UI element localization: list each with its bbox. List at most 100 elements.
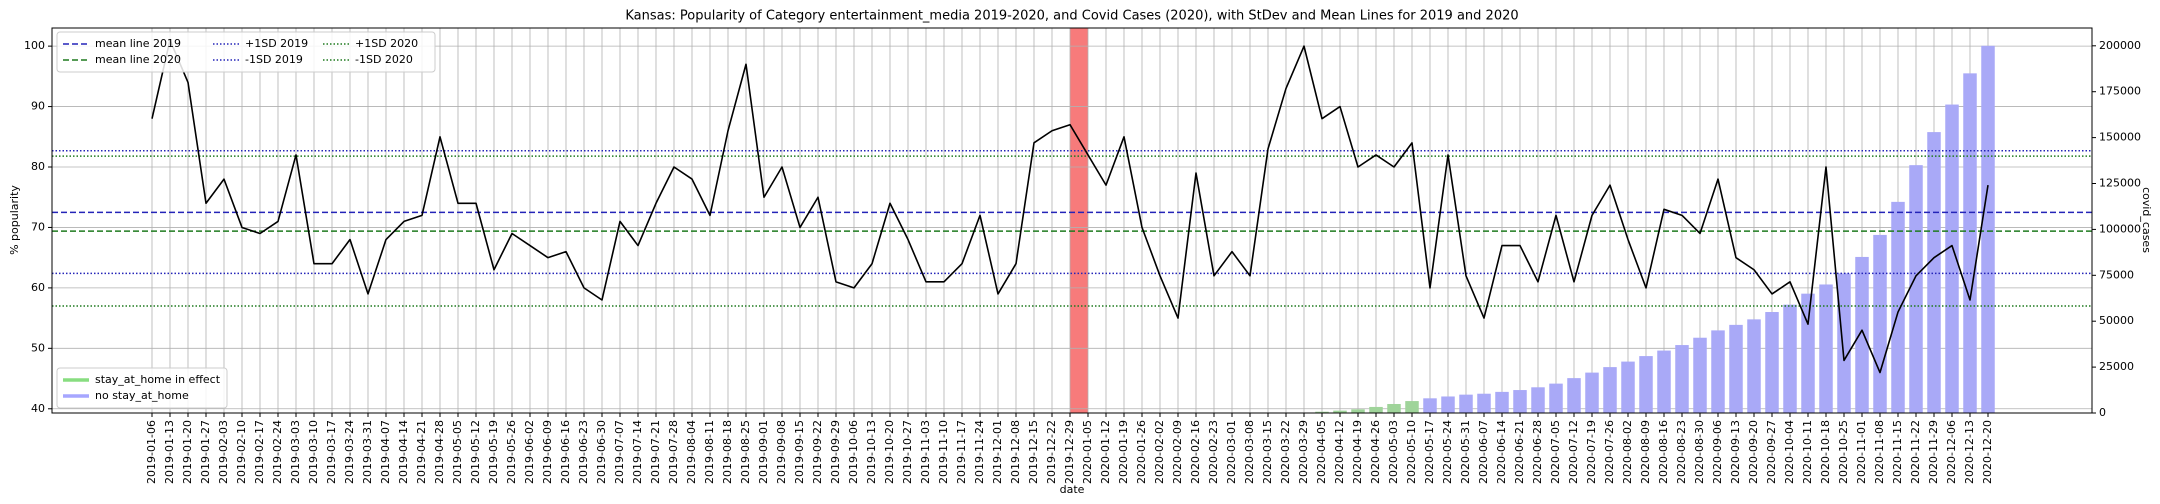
bar <box>1369 406 1383 413</box>
x-tick-label: 2019-02-10 <box>235 420 248 484</box>
bar <box>1927 132 1941 414</box>
x-tick-label: 2019-04-28 <box>433 420 446 484</box>
bar <box>1729 324 1743 413</box>
x-tick-label: 2020-08-16 <box>1657 420 1670 484</box>
x-tick-label: 2020-01-12 <box>1099 420 1112 484</box>
bar <box>1351 409 1365 413</box>
x-tick-label: 2019-06-16 <box>559 420 572 484</box>
x-tick-label: 2020-03-22 <box>1279 420 1292 484</box>
bar <box>1801 293 1815 413</box>
bar <box>1405 401 1419 413</box>
x-tick-label: 2020-09-20 <box>1747 420 1760 484</box>
x-tick-label: 2019-09-15 <box>793 420 806 484</box>
y-tick-label: 60 <box>31 281 45 294</box>
bar <box>1531 387 1545 413</box>
x-tick-label: 2019-12-29 <box>1063 420 1076 484</box>
x-tick-label: 2020-08-09 <box>1639 420 1652 484</box>
x-tick-label: 2019-03-24 <box>343 420 356 484</box>
x-tick-label: 2019-06-30 <box>595 420 608 484</box>
y-tick-label: 40 <box>31 402 45 415</box>
y2-axis-label: covid_cases <box>2140 187 2153 253</box>
x-tick-label: 2020-08-02 <box>1621 420 1634 484</box>
x-tick-label: 2020-10-11 <box>1801 420 1814 484</box>
legend: mean line 2019 mean line 2020 +1SD 2019 -1S… <box>56 31 436 73</box>
x-tick-label: 2019-09-22 <box>811 420 824 484</box>
plot-frame <box>51 27 2093 414</box>
x-tick-label: 2019-06-09 <box>541 420 554 484</box>
x-tick-label: 2020-06-28 <box>1531 420 1544 484</box>
x-tick-label: 2019-10-20 <box>883 420 896 484</box>
x-tick-label: 2020-03-29 <box>1297 420 1310 484</box>
y2-tick-label: 25000 <box>2099 360 2134 373</box>
x-tick-label: 2020-05-31 <box>1459 420 1472 484</box>
bar <box>1963 73 1977 413</box>
x-tick-label: 2020-04-19 <box>1351 420 1364 484</box>
x-tick-label: 2020-03-15 <box>1261 420 1274 484</box>
x-tick-label: 2019-07-14 <box>631 420 644 484</box>
x-tick-label: 2019-01-20 <box>181 420 194 484</box>
bar <box>1639 356 1653 413</box>
x-tick-label: 2019-11-10 <box>937 420 950 484</box>
bar <box>1549 383 1563 413</box>
y-tick-label: 90 <box>31 100 45 113</box>
x-tick-label: 2020-06-07 <box>1477 420 1490 484</box>
bar <box>1747 319 1761 413</box>
x-tick-label: 2019-05-12 <box>469 420 482 484</box>
x-tick-label: 2020-04-12 <box>1333 420 1346 484</box>
legend-label: +1SD 2019 <box>245 37 308 50</box>
bar <box>1891 201 1905 413</box>
x-tick-label: 2020-06-21 <box>1513 420 1526 484</box>
x-tick-label: 2019-12-15 <box>1027 420 1040 484</box>
x-tick-label: 2020-11-01 <box>1855 420 1868 484</box>
y-tick-label: 50 <box>31 341 45 354</box>
bar <box>1603 367 1617 413</box>
x-tick-label: 2020-03-08 <box>1243 420 1256 484</box>
x-tick-label: 2020-05-17 <box>1423 420 1436 484</box>
x-tick-label: 2019-07-07 <box>613 420 626 484</box>
y-axis-label: % popularity <box>8 185 21 255</box>
x-tick-label: 2019-06-23 <box>577 420 590 484</box>
y2-tick-label: 200000 <box>2099 39 2141 52</box>
x-tick-label: 2020-10-04 <box>1783 420 1796 484</box>
bar <box>1333 410 1347 413</box>
y-tick-label: 70 <box>31 220 45 233</box>
x-tick-label: 2019-05-19 <box>487 420 500 484</box>
legend-label: mean line 2019 <box>95 37 181 50</box>
x-tick-label: 2020-03-01 <box>1225 420 1238 484</box>
bar <box>1567 378 1581 413</box>
x-tick-label: 2020-10-25 <box>1837 420 1850 484</box>
x-tick-label: 2019-04-21 <box>415 420 428 484</box>
x-tick-label: 2020-07-12 <box>1567 420 1580 484</box>
x-tick-label: 2019-02-03 <box>217 420 230 484</box>
x-tick-label: 2020-02-23 <box>1207 420 1220 484</box>
chart-title: Kansas: Popularity of Category entertain… <box>625 9 1518 24</box>
legend-box <box>56 31 436 73</box>
y2-tick-label: 0 <box>2099 406 2106 419</box>
x-tick-label: 2019-09-08 <box>775 420 788 484</box>
bar <box>1675 345 1689 413</box>
x-tick-label: 2019-04-14 <box>397 420 410 484</box>
bar <box>1855 256 1869 413</box>
bar <box>1693 337 1707 413</box>
x-tick-label: 2019-07-28 <box>667 420 680 484</box>
x-tick-label: 2020-09-27 <box>1765 420 1778 484</box>
legend-label: mean line 2020 <box>95 53 181 66</box>
x-tick-label: 2019-03-10 <box>307 420 320 484</box>
x-tick-label: 2019-12-01 <box>991 420 1004 484</box>
x-tick-label: 2019-02-17 <box>253 420 266 484</box>
bar <box>1765 312 1779 413</box>
x-tick-label: 2020-05-10 <box>1405 420 1418 484</box>
legend-label: -1SD 2019 <box>245 53 303 66</box>
bar <box>1837 273 1851 413</box>
bar <box>1387 404 1401 413</box>
x-tick-label: 2019-01-06 <box>145 420 158 484</box>
bar-legend: stay_at_home in effect no stay_at_home <box>56 367 228 409</box>
x-tick-label: 2019-01-13 <box>163 420 176 484</box>
x-tick-label: 2020-02-09 <box>1171 420 1184 484</box>
bar <box>1441 396 1455 413</box>
x-tick-label: 2019-02-24 <box>271 420 284 484</box>
x-tick-label: 2020-08-30 <box>1693 420 1706 484</box>
x-tick-label: 2020-04-26 <box>1369 420 1382 484</box>
x-tick-label: 2019-08-04 <box>685 420 698 484</box>
